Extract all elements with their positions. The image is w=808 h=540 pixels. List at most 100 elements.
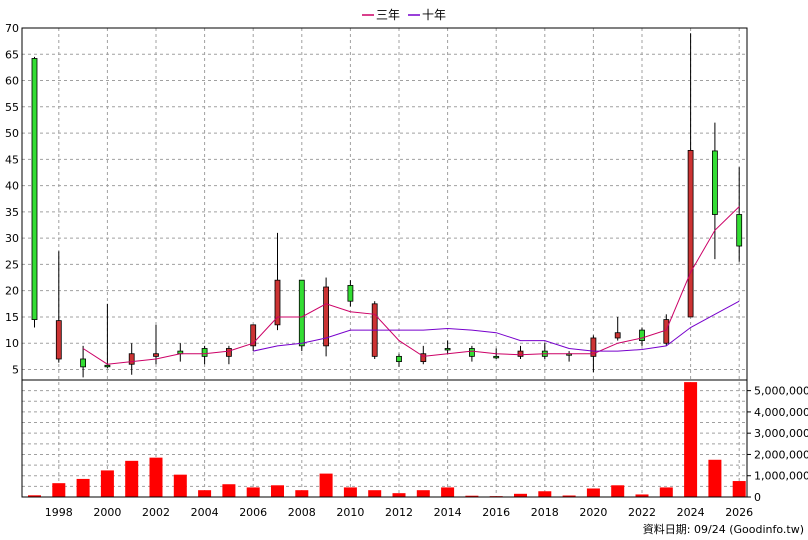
candle-body: [31, 58, 38, 320]
candle-body: [444, 348, 451, 351]
price-tick-label: 60: [5, 75, 19, 88]
volume-bar: [586, 488, 600, 497]
candle-body: [201, 348, 208, 357]
volume-tick-label: 3,000,000: [754, 427, 808, 440]
volume-bar: [28, 495, 41, 497]
candle-body: [55, 320, 62, 360]
candle-body: [639, 329, 645, 341]
year-tick-label: 2008: [288, 506, 316, 519]
price-tick-label: 25: [5, 258, 19, 271]
year-tick-label: 2016: [482, 506, 510, 519]
candle-body: [323, 286, 330, 347]
price-tick-label: 40: [5, 180, 19, 193]
candle-body: [687, 150, 694, 318]
candle-body: [590, 337, 597, 357]
volume-bar: [149, 457, 163, 497]
price-tick-label: 10: [5, 337, 19, 350]
moving-average-lines: [82, 206, 740, 365]
year-tick-label: 2022: [628, 506, 656, 519]
ma-line: [253, 300, 740, 352]
candle-body: [104, 364, 111, 368]
volume-gridlines: [22, 390, 747, 487]
candle-body: [347, 285, 354, 302]
candle: [31, 56, 38, 328]
volume-bar: [611, 485, 625, 497]
year-tick-label: 2010: [336, 506, 364, 519]
volume-bar: [319, 473, 333, 497]
volume-bar: [173, 474, 187, 497]
candle-body: [128, 353, 135, 365]
volume-bar: [100, 470, 114, 497]
candle: [712, 122, 718, 260]
candle: [468, 345, 475, 362]
volume-bar: [198, 490, 212, 497]
candle: [517, 345, 524, 359]
candle: [347, 280, 354, 307]
candle-body: [663, 319, 670, 344]
year-tick-label: 2026: [725, 506, 753, 519]
candle-body: [250, 324, 257, 347]
volume-axis: 0 1,000,000 2,000,000 3,000,000 4,000,000 5,0…: [747, 385, 808, 504]
candle-body: [298, 279, 305, 347]
year-tick-label: 2020: [579, 506, 607, 519]
candle-body: [396, 355, 402, 363]
year-tick-label: 2002: [142, 506, 170, 519]
volume-bar: [52, 483, 66, 497]
candle: [80, 345, 86, 378]
source-credit: 資料日期: 09/24 (Goodinfo.tw): [643, 522, 804, 536]
price-tick-label: 5: [12, 363, 19, 376]
price-tick-label: 30: [5, 232, 19, 245]
candle: [736, 167, 743, 262]
price-tick-label: 45: [5, 153, 19, 166]
volume-bar: [416, 490, 430, 497]
candle-body: [517, 350, 524, 357]
candle-body: [225, 348, 232, 357]
candle-body: [614, 332, 621, 339]
legend-label-10yr: 十年: [422, 8, 446, 22]
candle: [128, 343, 135, 375]
volume-bar: [465, 495, 479, 497]
volume-bar: [343, 487, 357, 497]
candle: [541, 343, 548, 359]
candle-body: [153, 353, 159, 357]
volume-bar: [271, 485, 284, 497]
candle: [153, 324, 159, 365]
volume-tick-label: 2,000,000: [754, 448, 808, 461]
legend: 三年 十年: [362, 8, 446, 22]
candle: [444, 340, 451, 354]
year-tick-label: 2012: [385, 506, 413, 519]
candle: [687, 33, 694, 318]
volume-bar: [659, 487, 673, 497]
price-tick-label: 50: [5, 127, 19, 140]
volume-tick-label: 1,000,000: [754, 470, 808, 483]
volume-panel-frame: [21, 379, 748, 498]
candle: [396, 353, 402, 367]
price-tick-label: 70: [5, 22, 19, 35]
volume-bar: [635, 494, 649, 497]
candle: [639, 327, 645, 346]
volume-bar: [684, 382, 698, 497]
year-tick-label: 2004: [191, 506, 219, 519]
candle: [298, 279, 305, 352]
price-gridlines: [22, 27, 747, 497]
price-tick-label: 65: [5, 48, 19, 61]
candle-body: [712, 150, 718, 215]
candle: [104, 303, 111, 369]
volume-bar: [125, 460, 139, 497]
candle: [614, 316, 621, 341]
legend-label-3yr: 三年: [376, 8, 400, 22]
volume-bars: [28, 382, 746, 497]
volume-bar: [732, 481, 746, 497]
volume-tick-label: 4,000,000: [754, 406, 808, 419]
volume-tick-label: 0: [754, 491, 761, 504]
year-tick-label: 2014: [434, 506, 462, 519]
candle: [225, 345, 232, 365]
year-tick-label: 2024: [677, 506, 705, 519]
candle-body: [274, 279, 281, 326]
volume-bar: [295, 490, 309, 497]
candle: [55, 251, 62, 363]
candle: [177, 343, 184, 362]
candle: [420, 345, 427, 365]
price-tick-label: 55: [5, 101, 19, 114]
